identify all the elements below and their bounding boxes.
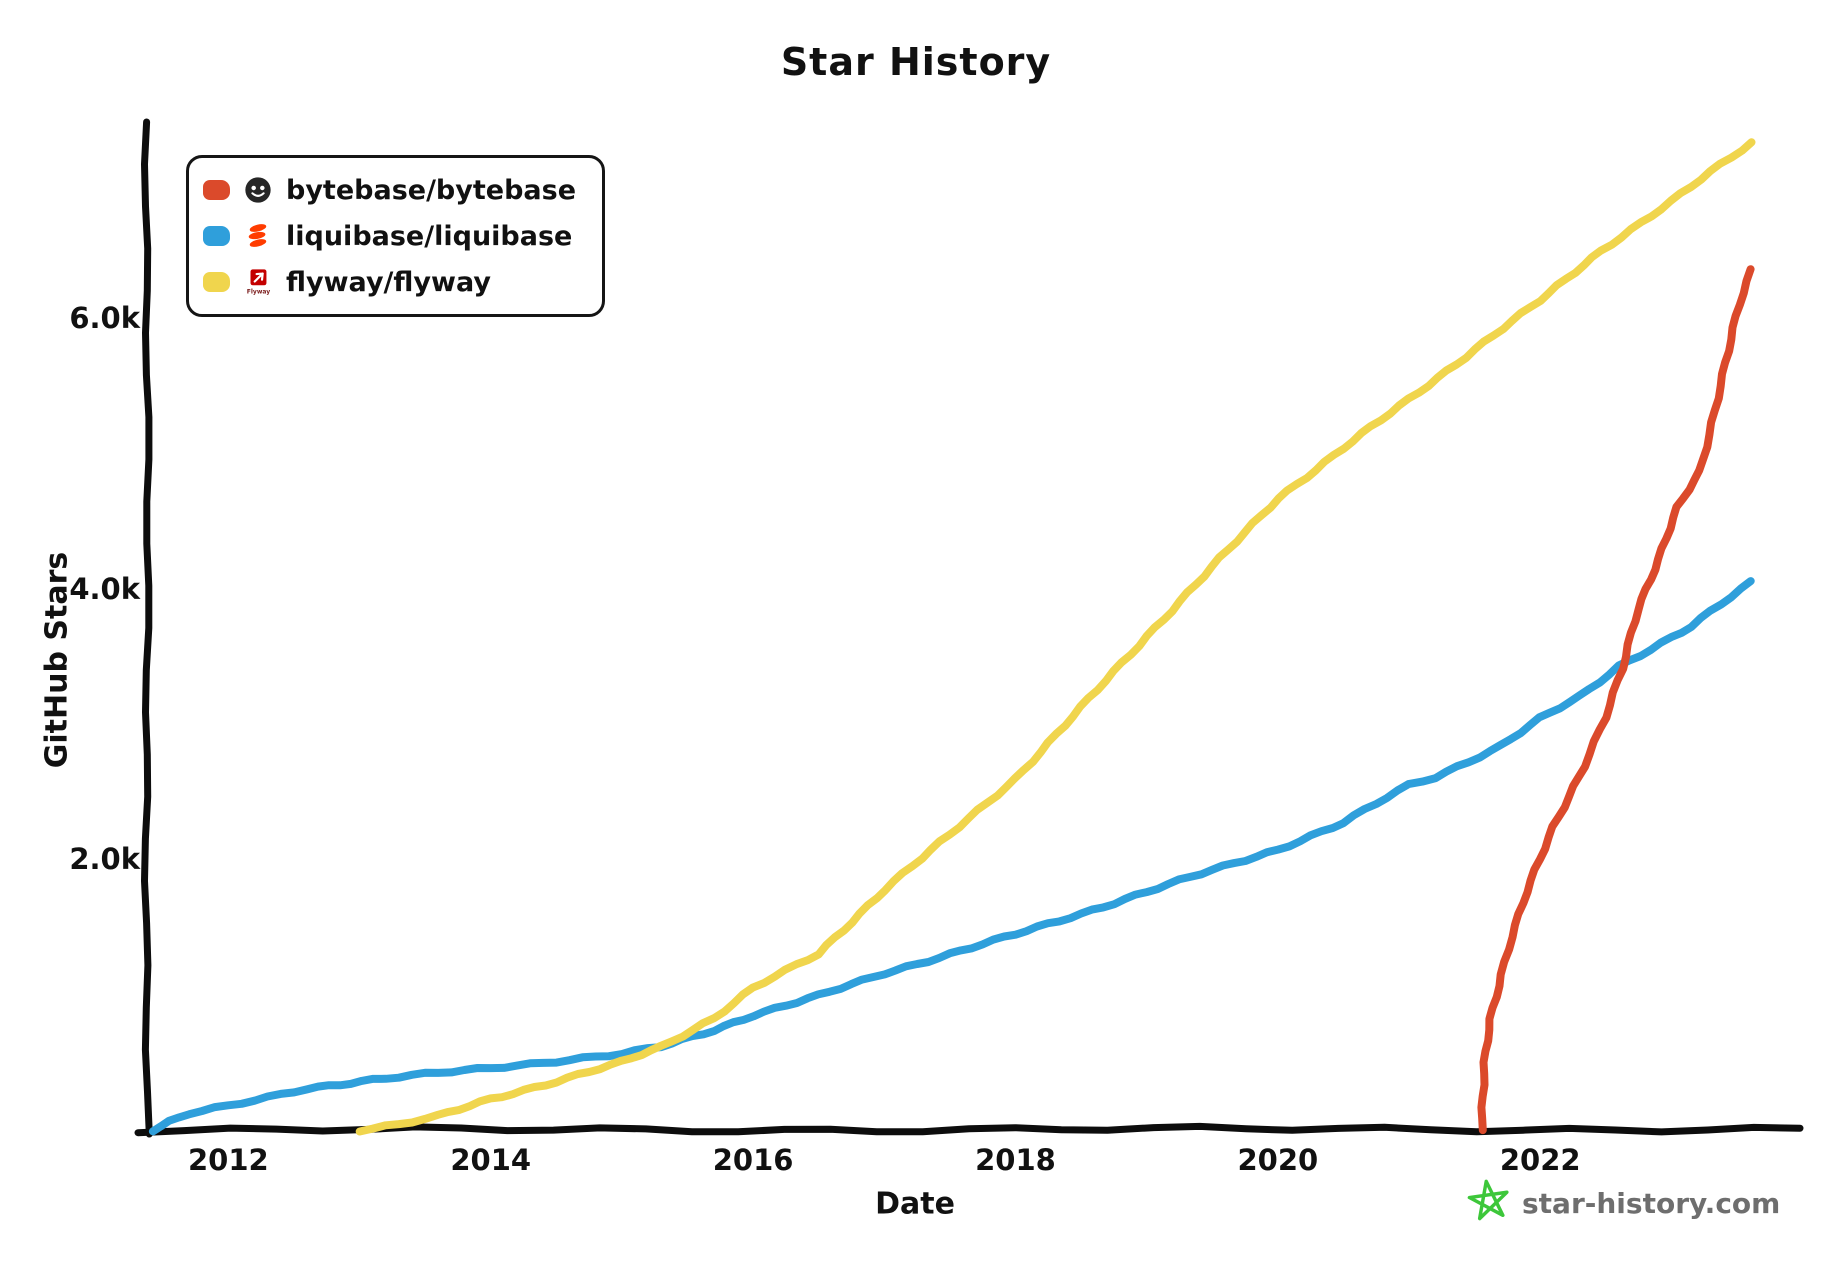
chart-title: Star History <box>780 40 1052 84</box>
flyway-logo-icon: Flyway <box>242 267 274 297</box>
liquibase-color-swatch <box>203 226 230 246</box>
footer-branding[interactable]: star-history.com <box>1466 1178 1780 1228</box>
x-tick-label: 2012 <box>187 1143 269 1177</box>
y-tick-label: 2.0k <box>69 842 140 877</box>
legend: bytebase/bytebase liquibase/liquibase <box>186 155 606 317</box>
footer-site-link[interactable]: star-history.com <box>1522 1186 1781 1220</box>
y-axis <box>141 118 153 1138</box>
flyway-color-swatch <box>203 272 230 292</box>
x-tick-label: 2018 <box>975 1143 1056 1177</box>
y-axis-label: GitHub Stars <box>39 551 75 769</box>
x-tick-label: 2022 <box>1499 1143 1581 1177</box>
doodle-star-icon <box>1466 1178 1512 1228</box>
legend-label: liquibase/liquibase <box>286 220 573 252</box>
x-axis <box>134 1122 1804 1137</box>
x-tick-label: 2020 <box>1237 1143 1319 1177</box>
legend-item-liquibase: liquibase/liquibase <box>203 214 576 258</box>
x-axis-label: Date <box>875 1186 955 1222</box>
legend-label: flyway/flyway <box>286 266 491 298</box>
y-tick-label: 6.0k <box>69 301 140 336</box>
flyway-line <box>355 138 1756 1136</box>
legend-item-bytebase: bytebase/bytebase <box>203 168 576 212</box>
legend-label: bytebase/bytebase <box>286 174 577 206</box>
svg-text:Flyway: Flyway <box>247 289 270 296</box>
liquibase-line <box>148 577 1755 1136</box>
bytebase-line <box>1477 265 1755 1135</box>
y-tick-label: 4.0k <box>69 571 140 606</box>
x-tick-label: 2016 <box>712 1143 794 1177</box>
liquibase-logo-icon <box>242 221 274 251</box>
bytebase-avatar-icon <box>242 175 274 205</box>
x-tick-label: 2014 <box>450 1143 532 1177</box>
legend-item-flyway: Flyway flyway/flyway <box>203 260 576 304</box>
bytebase-color-swatch <box>203 180 230 200</box>
